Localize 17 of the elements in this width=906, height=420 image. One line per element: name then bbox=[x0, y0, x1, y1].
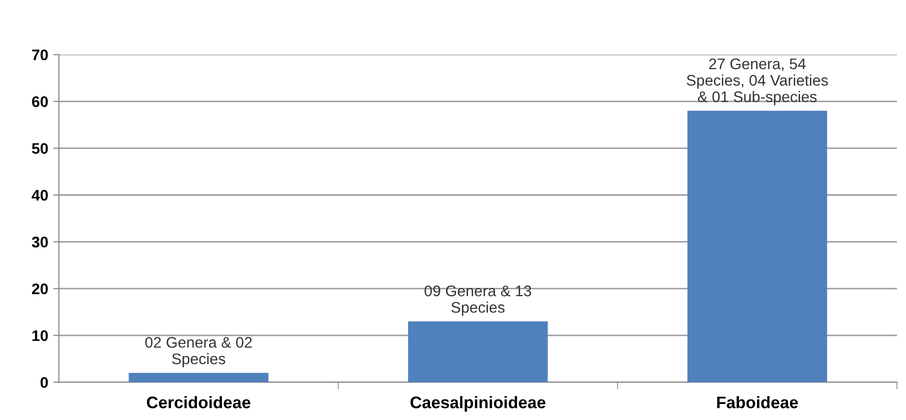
bar bbox=[408, 321, 548, 382]
bar bbox=[687, 110, 828, 382]
bar bbox=[128, 372, 268, 382]
x-tick-label: Faboideae bbox=[717, 396, 798, 408]
y-tick-label: 40 bbox=[32, 190, 48, 201]
y-tick-label: 50 bbox=[32, 143, 48, 154]
y-tick-label: 60 bbox=[32, 96, 48, 108]
annotation: 09 Genera & 13 Species bbox=[424, 286, 532, 316]
y-tick-label: 0 bbox=[40, 377, 48, 388]
y-tick-label: 30 bbox=[32, 236, 48, 248]
y-tick-label: 70 bbox=[32, 49, 48, 60]
y-tick-label: 10 bbox=[32, 330, 48, 342]
x-tick-label: Cercidoideae bbox=[146, 396, 250, 408]
y-tick-label: 20 bbox=[32, 283, 48, 294]
annotation: 02 Genera & 02 Species bbox=[145, 336, 252, 368]
x-tick-label: Caesalpinioideae bbox=[410, 396, 546, 412]
annotation: 27 Genera, 54 Species, 04 Varieties & 01 Sub-species bbox=[686, 58, 828, 106]
